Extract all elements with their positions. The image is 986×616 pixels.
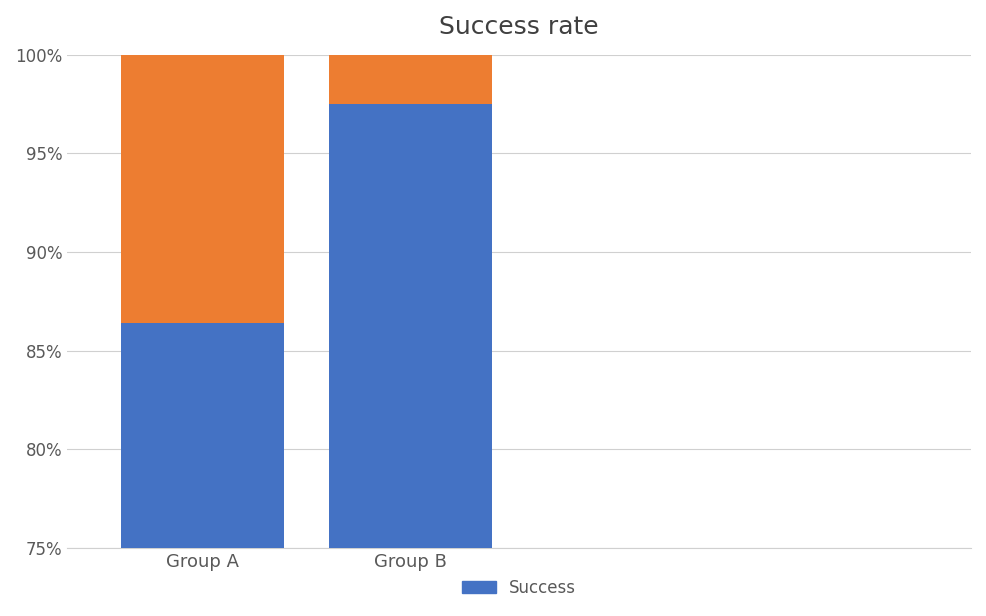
Bar <box>329 55 492 104</box>
Bar <box>121 323 284 548</box>
Title: Success rate: Success rate <box>439 15 599 39</box>
Bar <box>121 55 284 323</box>
Bar <box>329 104 492 548</box>
Legend: Success: Success <box>456 572 583 604</box>
